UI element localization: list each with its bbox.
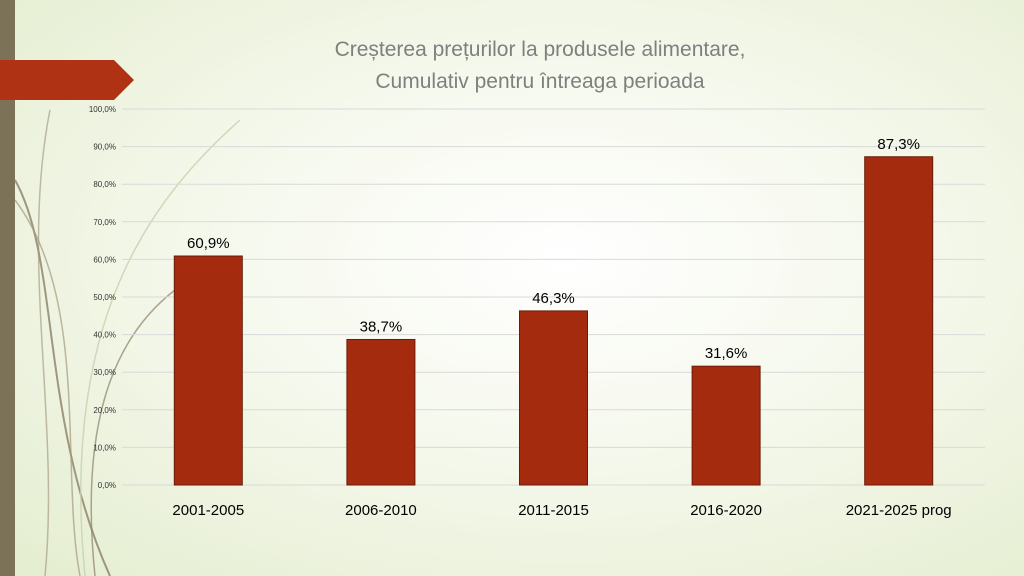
bar	[519, 310, 588, 486]
bar	[173, 255, 243, 486]
x-tick-label: 2011-2015	[518, 502, 589, 519]
x-tick-label: 2001-2005	[172, 502, 244, 519]
y-tick-label: 0,0%	[98, 481, 116, 490]
x-tick-label: 2016-2020	[690, 502, 762, 519]
decorative-swirls	[14, 109, 241, 576]
chart-title-line-2: Cumulativ pentru întreaga perioada	[375, 70, 705, 93]
accent-arrow-tab	[0, 60, 134, 100]
data-label: 60,9%	[187, 235, 230, 252]
bars	[173, 156, 934, 486]
y-tick-label: 80,0%	[93, 180, 116, 189]
chart-title: Creșterea prețurilor la produsele alimen…	[230, 34, 850, 98]
y-tick-label: 90,0%	[93, 143, 116, 152]
y-tick-label: 70,0%	[93, 218, 116, 227]
gridlines	[122, 108, 985, 486]
y-tick-label: 20,0%	[93, 406, 116, 415]
y-tick-label: 60,0%	[93, 255, 116, 264]
bar	[864, 156, 934, 486]
x-tick-label: 2021-2025 prog	[846, 502, 952, 519]
bar	[691, 365, 761, 486]
y-tick-label: 30,0%	[93, 368, 116, 377]
data-label: 38,7%	[360, 318, 403, 335]
accent-arrow-shape	[0, 60, 134, 100]
chart-title-line-1: Creșterea prețurilor la produsele alimen…	[334, 38, 746, 61]
y-tick-label: 50,0%	[93, 293, 116, 302]
y-tick-label: 10,0%	[93, 443, 116, 452]
x-tick-label: 2006-2010	[345, 502, 417, 519]
x-axis-ticks: 2001-2005 2006-2010 2011-2015 2016-2020 2021…	[172, 502, 951, 519]
bar	[346, 338, 416, 486]
y-tick-label: 100,0%	[89, 105, 116, 114]
y-axis-ticks: 0,0% 10,0% 20,0% 30,0% 40,0% 50,0% 60,0% 70,0% 8…	[89, 105, 116, 490]
y-tick-label: 40,0%	[93, 331, 116, 340]
data-label: 87,3%	[877, 136, 920, 153]
left-decorative-bar	[0, 0, 15, 576]
data-labels: 60,9% 38,7% 46,3% 31,6% 87,3%	[187, 136, 920, 362]
data-label: 31,6%	[705, 345, 748, 362]
data-label: 46,3%	[532, 290, 575, 307]
